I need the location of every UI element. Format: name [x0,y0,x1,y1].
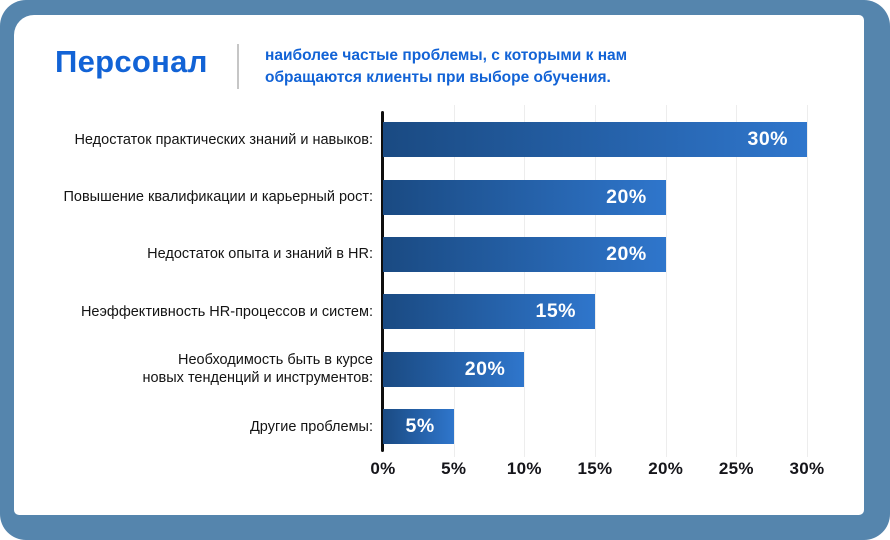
bar-value-label: 15% [535,300,576,323]
bar-track: 30% [383,122,807,158]
category-label: Необходимость быть в курсе новых тенденц… [142,352,373,387]
bar-track: 20% [383,351,807,387]
bar-value-label: 30% [747,128,788,151]
gridline [453,105,455,457]
bar: 5% [383,409,454,445]
gridline [595,105,596,457]
bar-value-label: 20% [606,185,647,208]
x-axis-ticks: 0% 5% 10% 15% 20% 25% 30% [370,459,824,479]
bar-track: 20% [383,236,807,272]
chart-row: Недостаток практических знаний и навыков… [14,111,864,168]
bar-value-label: 5% [405,415,435,438]
category-label: Другие проблемы: [249,418,373,435]
bar: 15% [383,294,595,330]
chart-row: Другие проблемы: 5% [14,398,864,455]
x-tick-label: 15% [577,459,613,478]
category-label: Недостаток практических знаний и навыков… [74,131,373,148]
category-label: Неэффективность HR-процессов и систем: [80,303,373,320]
bar: 20% [383,179,666,215]
category-label: Недостаток опыта и знаний в HR: [147,246,373,263]
gridline [807,105,808,457]
bar: 20% [383,236,666,272]
page-title: Персонал [55,44,208,79]
chart-row: Неэффективность HR-процессов и систем: 1… [14,283,864,340]
bar-track: 20% [383,179,807,215]
bar-chart: Недостаток практических знаний и навыков… [14,15,864,515]
gridline [736,105,738,457]
x-tick-label: 25% [718,459,754,478]
chart-row: Недостаток опыта и знаний в HR: 20% [14,226,864,283]
x-tick-label: 30% [789,459,825,478]
gridline [665,105,667,457]
bar-track: 5% [383,409,807,445]
subtitle: наиболее частые проблемы, с которыми к н… [265,47,628,86]
x-tick-label: 10% [506,459,542,478]
bar: 20% [383,351,525,387]
card: Персонал наиболее частые проблемы, с кот… [14,15,864,515]
category-label: Повышение квалификации и карьерный рост: [63,189,373,206]
x-tick-label: 5% [441,459,467,478]
bar-value-label: 20% [464,357,506,380]
chart-row: Повышение квалификации и карьерный рост:… [14,168,864,225]
gridline [524,105,526,457]
y-axis-line [381,111,384,452]
gridlines [383,105,808,457]
bar-track: 15% [383,294,807,330]
title-divider [237,44,239,89]
bar-value-label: 20% [606,242,647,265]
x-tick-label: 0% [370,459,396,478]
x-tick-label: 20% [648,459,684,478]
chart-row: Необходимость быть в курсе новых тенденц… [14,341,864,398]
bar: 30% [383,122,807,158]
chart-rows: Недостаток практических знаний и навыков… [14,111,864,455]
